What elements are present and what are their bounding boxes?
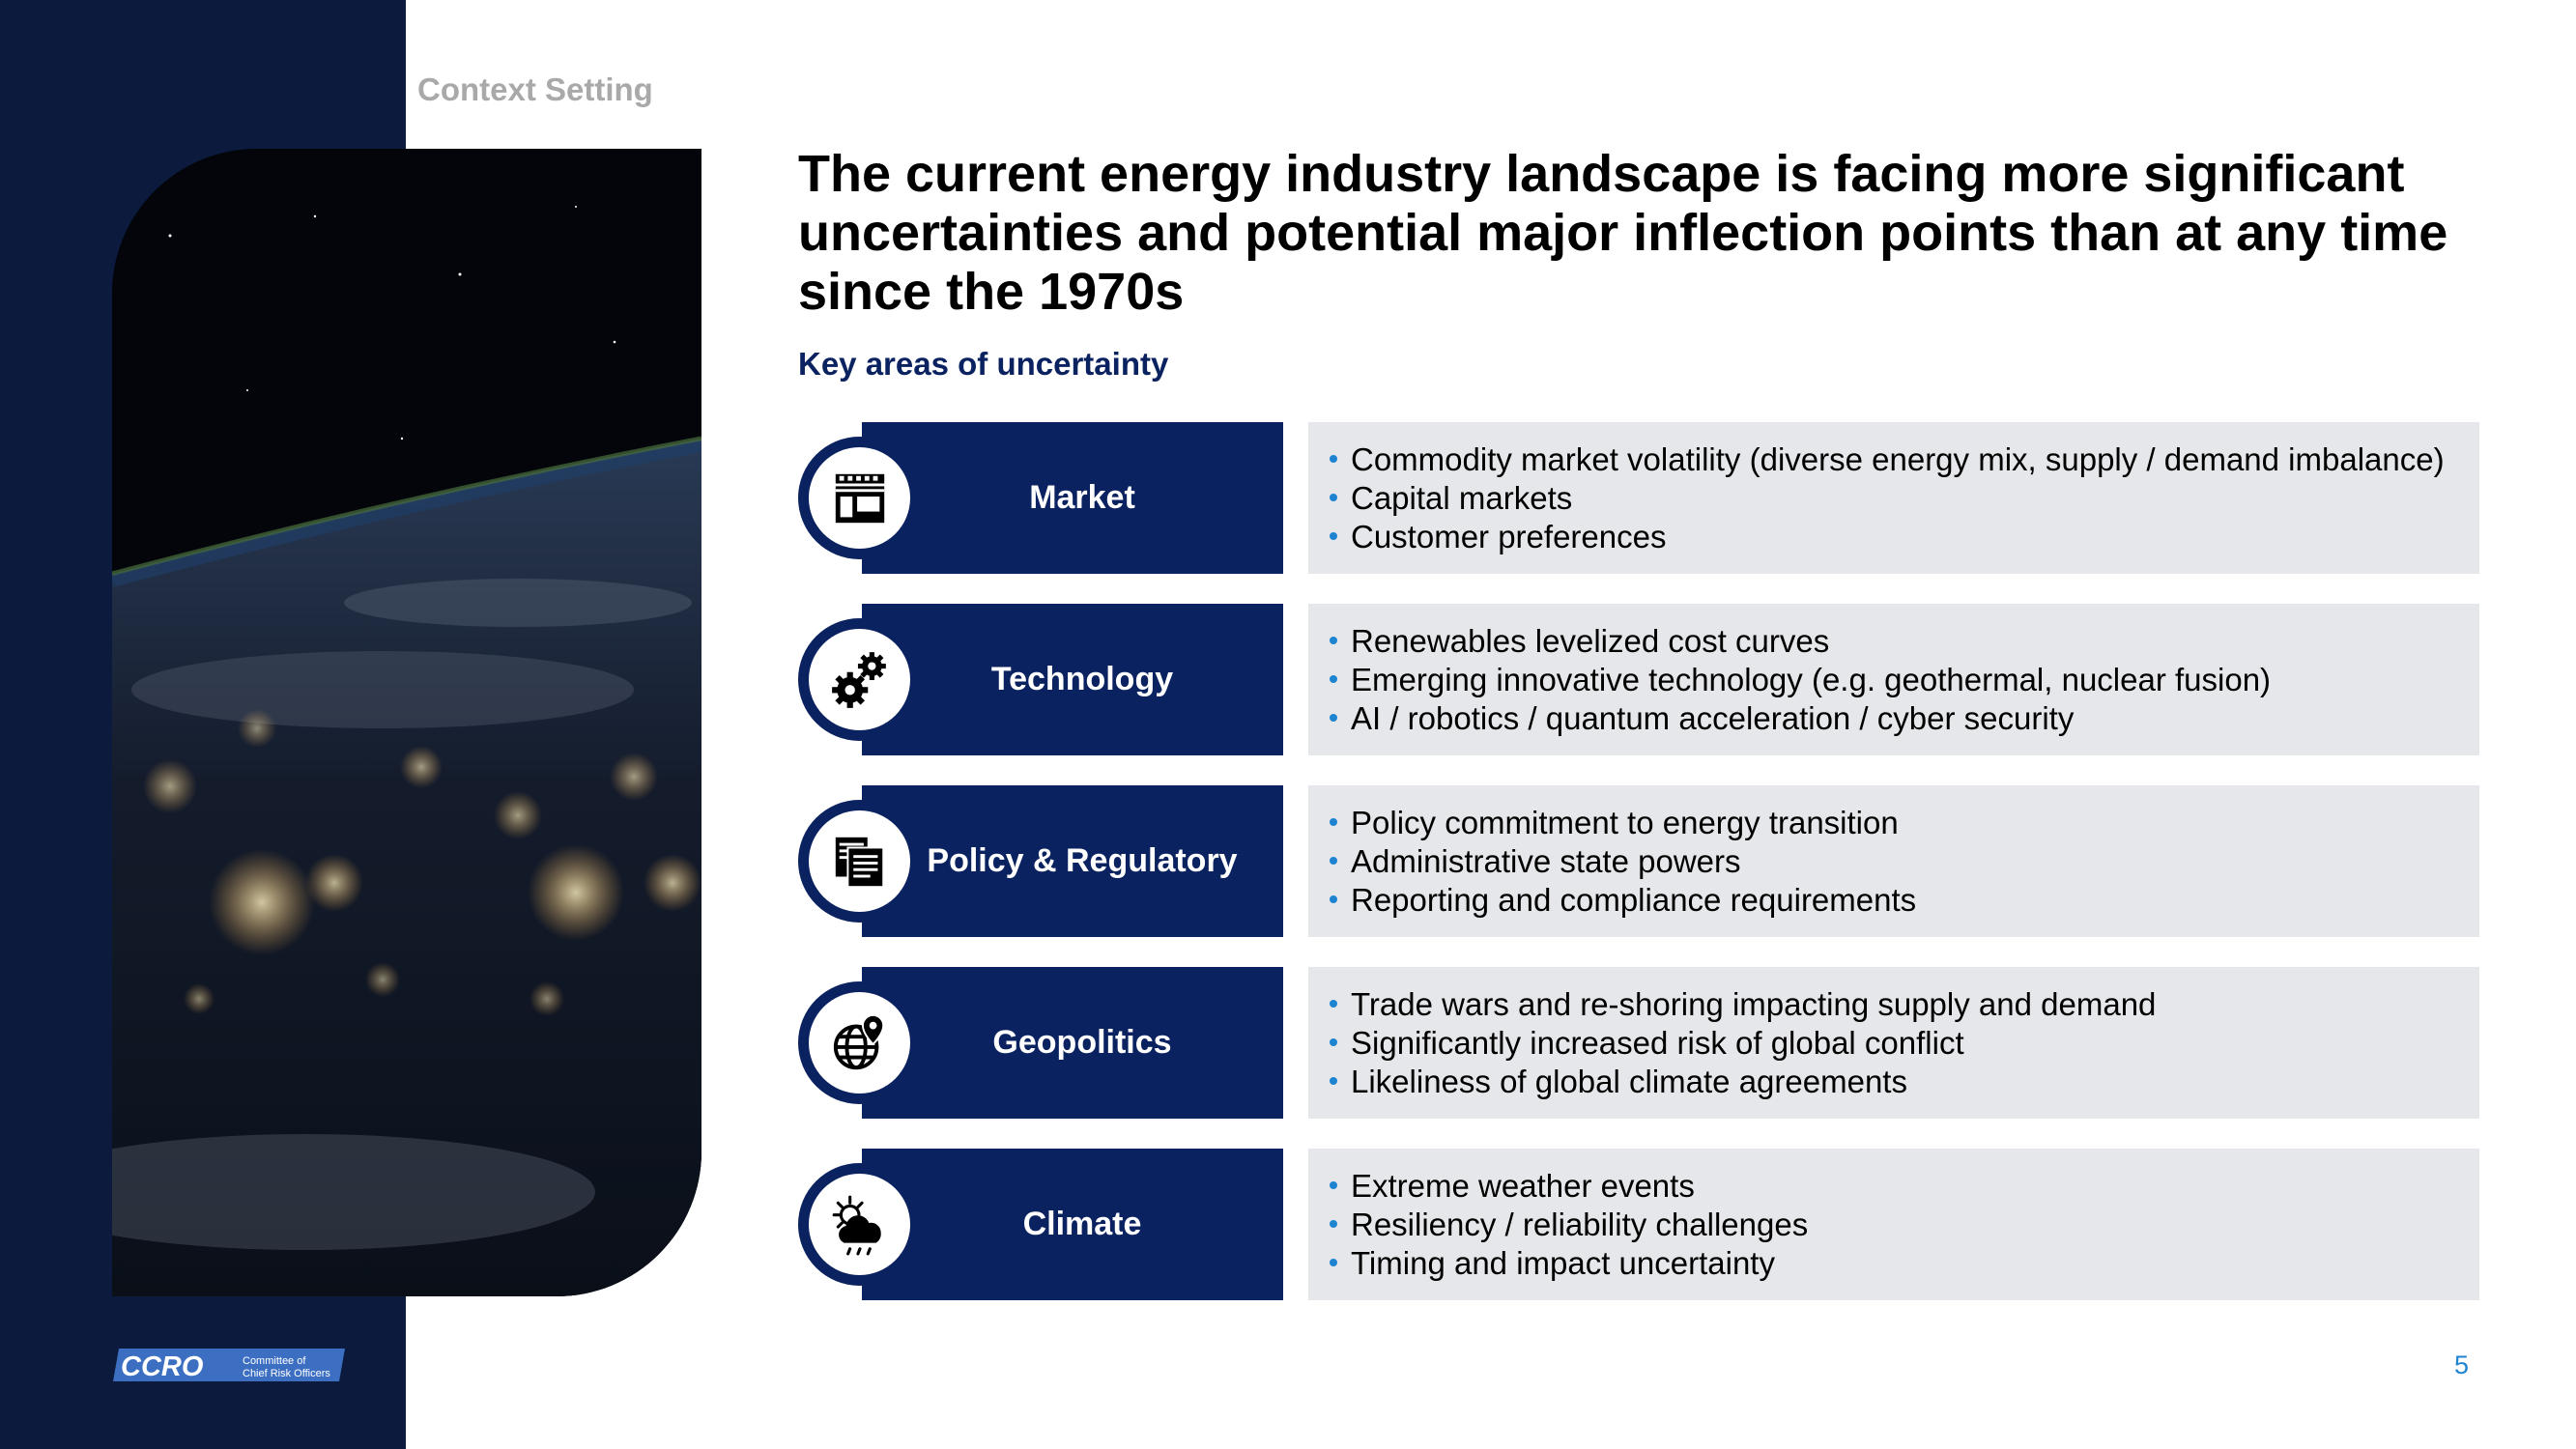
category-label-market: Market bbox=[862, 422, 1283, 574]
category-label-climate: Climate bbox=[862, 1149, 1283, 1300]
bullet-item: Capital markets bbox=[1330, 479, 2479, 518]
logo-tagline-1: Committee of bbox=[243, 1355, 306, 1367]
earth-night-image bbox=[112, 149, 701, 1296]
bullet-item: Renewables levelized cost curves bbox=[1330, 622, 2479, 661]
bullet-panel: Trade wars and re-shoring impacting supp… bbox=[1308, 967, 2479, 1119]
uncertainty-row-geopolitics: Geopolitics Trade wars and re-shoring im… bbox=[798, 967, 2479, 1119]
bullet-item: Trade wars and re-shoring impacting supp… bbox=[1330, 985, 2479, 1024]
bullet-item: Policy commitment to energy transition bbox=[1330, 804, 2479, 842]
category-label-policy-regulatory: Policy & Regulatory bbox=[862, 785, 1283, 937]
page-title: The current energy industry landscape is… bbox=[798, 145, 2448, 321]
uncertainty-row-climate: Climate Extreme weather events Resi bbox=[798, 1149, 2479, 1300]
bullet-panel: Extreme weather events Resiliency / reli… bbox=[1308, 1149, 2479, 1300]
logo-tagline-2: Chief Risk Officers bbox=[243, 1368, 330, 1379]
bullet-item: Reporting and compliance requirements bbox=[1330, 881, 2479, 920]
section-label: Context Setting bbox=[417, 71, 653, 107]
icon-badge bbox=[798, 981, 921, 1104]
icon-badge bbox=[798, 800, 921, 923]
section-subtitle: Key areas of uncertainty bbox=[798, 346, 1169, 382]
bullet-panel: Renewables levelized cost curves Emergin… bbox=[1308, 604, 2479, 755]
bullet-item: Likeliness of global climate agreements bbox=[1330, 1063, 2479, 1101]
bullet-item: Commodity market volatility (diverse ene… bbox=[1330, 440, 2479, 479]
documents-icon bbox=[835, 837, 884, 888]
icon-badge bbox=[798, 437, 921, 559]
gears-icon bbox=[831, 651, 886, 708]
bullet-item: Extreme weather events bbox=[1330, 1167, 2479, 1206]
logo-wordmark: CCRO bbox=[121, 1351, 204, 1382]
uncertainty-row-market: Market Commodity market volatility (dive… bbox=[798, 422, 2479, 574]
storefront-icon bbox=[835, 473, 884, 523]
uncertainty-row-technology: Technology Renewa bbox=[798, 604, 2479, 755]
bullet-item: Resiliency / reliability challenges bbox=[1330, 1206, 2479, 1244]
bullet-item: Timing and impact uncertainty bbox=[1330, 1244, 2479, 1283]
bullet-item: Administrative state powers bbox=[1330, 842, 2479, 881]
ccro-logo: CCRO Committee of Chief Risk Officers bbox=[111, 1347, 345, 1383]
bullet-item: Customer preferences bbox=[1330, 518, 2479, 556]
bullet-panel: Commodity market volatility (diverse ene… bbox=[1308, 422, 2479, 574]
bullet-item: Significantly increased risk of global c… bbox=[1330, 1024, 2479, 1063]
category-label-geopolitics: Geopolitics bbox=[862, 967, 1283, 1119]
bullet-panel: Policy commitment to energy transition A… bbox=[1308, 785, 2479, 937]
sun-cloud-icon bbox=[832, 1195, 881, 1255]
icon-badge bbox=[798, 618, 921, 741]
uncertainty-row-policy-regulatory: Policy & Regulatory Policy commitment to… bbox=[798, 785, 2479, 937]
globe-pin-icon bbox=[833, 1013, 884, 1069]
category-label-technology: Technology bbox=[862, 604, 1283, 755]
page-number: 5 bbox=[2454, 1350, 2470, 1379]
bullet-item: Emerging innovative technology (e.g. geo… bbox=[1330, 661, 2479, 699]
bullet-item: AI / robotics / quantum acceleration / c… bbox=[1330, 699, 2479, 738]
icon-badge bbox=[798, 1163, 921, 1286]
